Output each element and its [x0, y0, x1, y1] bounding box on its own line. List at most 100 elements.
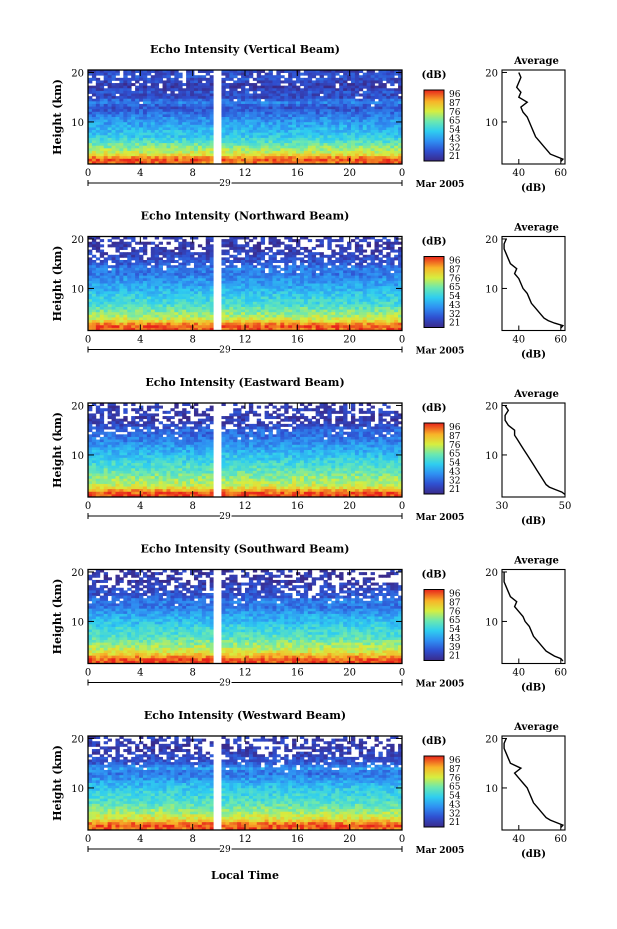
field-cell [178, 270, 183, 274]
field-cell [272, 270, 277, 274]
field-cell [386, 280, 391, 284]
field-cell [284, 132, 289, 136]
field-cell [386, 244, 391, 248]
field-cell [103, 143, 109, 147]
field-cell [398, 137, 403, 141]
field-cell [362, 267, 368, 271]
field-cell [268, 106, 273, 110]
field-cell [374, 267, 379, 271]
field-cell [272, 83, 277, 87]
field-cell [205, 88, 211, 92]
field-cell [264, 127, 269, 131]
field-cell [221, 307, 226, 311]
field-cell [237, 275, 242, 279]
field-cell [197, 153, 203, 157]
field-cell [264, 72, 269, 76]
field-cell [111, 307, 116, 311]
field-cell [362, 156, 368, 160]
field-cell [182, 132, 187, 136]
field-cell [154, 77, 160, 81]
field-cell [299, 130, 305, 134]
field-cell [135, 291, 140, 295]
field-cell [366, 267, 372, 271]
field-cell [150, 254, 156, 258]
field-cell [95, 249, 101, 253]
field-cell [107, 265, 112, 269]
field-cell [241, 130, 246, 134]
field-cell [178, 246, 183, 250]
field-cell [315, 72, 320, 76]
field-cell [146, 70, 152, 74]
field-cell [307, 150, 313, 154]
field-cell [170, 88, 175, 92]
field-cell [88, 135, 93, 139]
field-cell [103, 117, 109, 121]
field-cell [193, 111, 199, 115]
field-cell [276, 101, 281, 105]
field-cell [142, 296, 148, 300]
field-cell [190, 291, 195, 295]
field-cell [303, 254, 309, 258]
field-cell [209, 119, 215, 123]
field-cell [382, 127, 387, 131]
field-cell [315, 293, 320, 297]
field-cell [193, 265, 199, 269]
field-cell [245, 280, 250, 284]
field-cell [158, 288, 163, 292]
field-cell [394, 249, 399, 253]
field-cell [178, 85, 183, 89]
field-cell [280, 156, 285, 160]
field-cell [370, 96, 375, 100]
field-cell [154, 143, 160, 147]
field-cell [209, 158, 215, 162]
field-cell [158, 122, 163, 126]
field-cell [284, 114, 289, 118]
field-cell [170, 156, 175, 160]
field-cell [193, 122, 199, 126]
field-cell [241, 299, 246, 303]
field-cell [119, 124, 124, 128]
field-cell [370, 145, 375, 149]
field-cell [394, 93, 399, 97]
field-cell [343, 132, 348, 136]
field-cell [260, 132, 266, 136]
field-cell [303, 119, 309, 123]
field-cell [107, 296, 112, 300]
field-cell [123, 270, 128, 274]
field-cell [252, 299, 258, 303]
field-cell [370, 114, 375, 118]
field-cell [343, 130, 348, 134]
field-cell [95, 309, 101, 313]
field-cell [354, 90, 360, 94]
field-cell [150, 293, 156, 297]
field-cell [366, 241, 372, 245]
field-cell [362, 307, 368, 311]
field-cell [327, 119, 332, 123]
field-cell [378, 85, 383, 89]
field-cell [150, 307, 156, 311]
field-cell [123, 309, 128, 313]
field-cell [390, 301, 395, 305]
field-cell [115, 137, 120, 141]
field-cell [241, 312, 246, 316]
field-cell [252, 122, 258, 126]
field-cell [343, 312, 348, 316]
field-cell [311, 291, 317, 295]
field-cell [205, 117, 211, 121]
field-cell [111, 85, 116, 89]
field-cell [205, 278, 211, 282]
field-cell [99, 127, 105, 131]
field-cell [272, 278, 277, 282]
field-cell [323, 283, 328, 287]
field-cell [292, 103, 297, 107]
field-cell [268, 153, 273, 157]
field-cell [311, 83, 317, 87]
field-cell [170, 117, 175, 121]
field-cell [197, 280, 203, 284]
field-cell [358, 111, 364, 115]
field-cell [366, 77, 372, 81]
field-cell [142, 143, 148, 147]
field-cell [158, 283, 163, 287]
field-cell [186, 309, 191, 313]
field-cell [319, 143, 324, 147]
